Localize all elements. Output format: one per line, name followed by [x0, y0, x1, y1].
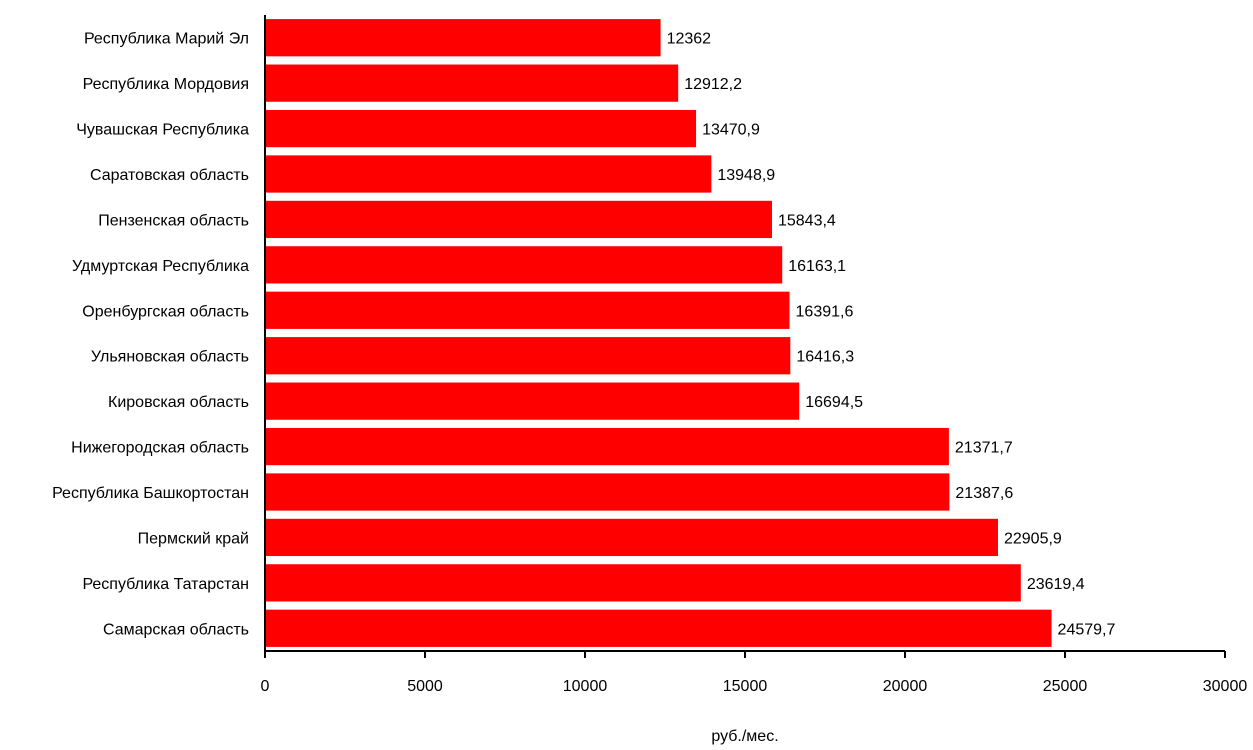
value-label-3: 13948,9 [717, 167, 775, 184]
value-label-9: 21371,7 [955, 440, 1013, 457]
bar-8 [265, 382, 800, 420]
category-label-3: Саратовская область [90, 167, 249, 184]
category-label-9: Нижегородская область [71, 440, 249, 457]
value-label-1: 12912,2 [684, 76, 742, 93]
bar-1 [265, 64, 679, 102]
bar-6 [265, 291, 790, 329]
x-tick-label-3: 15000 [723, 678, 768, 695]
value-label-7: 16416,3 [796, 349, 854, 366]
value-label-12: 23619,4 [1027, 576, 1085, 593]
x-tick-label-1: 5000 [407, 678, 443, 695]
category-label-7: Ульяновская область [91, 349, 249, 366]
value-label-10: 21387,6 [955, 485, 1013, 502]
axes-layer: 0 5000 10000 15000 20000 25000 30000 [261, 15, 1248, 695]
value-label-11: 22905,9 [1004, 530, 1062, 547]
x-tick-label-2: 10000 [563, 678, 608, 695]
x-tick-label-5: 25000 [1043, 678, 1088, 695]
category-label-0: Республика Марий Эл [84, 31, 249, 48]
category-label-2: Чувашская Республика [76, 122, 249, 139]
bars-layer [265, 19, 1052, 647]
category-label-5: Удмуртская Республика [72, 258, 249, 275]
category-label-4: Пензенская область [98, 212, 249, 229]
bar-2 [265, 109, 697, 148]
value-label-2: 13470,9 [702, 122, 760, 139]
value-label-5: 16163,1 [788, 258, 846, 275]
value-label-8: 16694,5 [805, 394, 863, 411]
x-axis-title: руб./мес. [711, 728, 778, 745]
category-label-11: Пермский край [138, 530, 249, 547]
bar-9 [265, 427, 949, 466]
bar-4 [265, 200, 772, 239]
category-label-8: Кировская область [108, 394, 249, 411]
x-tick-label-4: 20000 [883, 678, 928, 695]
value-label-13: 24579,7 [1058, 621, 1116, 638]
bar-13 [265, 609, 1052, 647]
category-label-1: Республика Мордовия [83, 76, 249, 93]
value-label-0: 12362 [667, 31, 712, 48]
category-label-10: Республика Башкортостан [52, 485, 249, 502]
bar-5 [265, 246, 783, 284]
value-label-6: 16391,6 [796, 303, 854, 320]
x-tick-label-6: 30000 [1203, 678, 1248, 695]
category-label-12: Республика Татарстан [82, 576, 249, 593]
bar-11 [265, 518, 998, 557]
value-label-4: 15843,4 [778, 212, 836, 229]
bar-7 [265, 337, 791, 375]
bar-12 [265, 564, 1021, 602]
x-tick-label-0: 0 [261, 678, 270, 695]
category-label-6: Оренбургская область [82, 303, 249, 320]
labels-layer: 12362 Республика Марий Эл 12912,2 Республик… [52, 31, 1115, 639]
category-label-13: Самарская область [103, 621, 249, 638]
bar-3 [265, 155, 712, 193]
bar-10 [265, 473, 950, 511]
bar-0 [265, 19, 661, 57]
